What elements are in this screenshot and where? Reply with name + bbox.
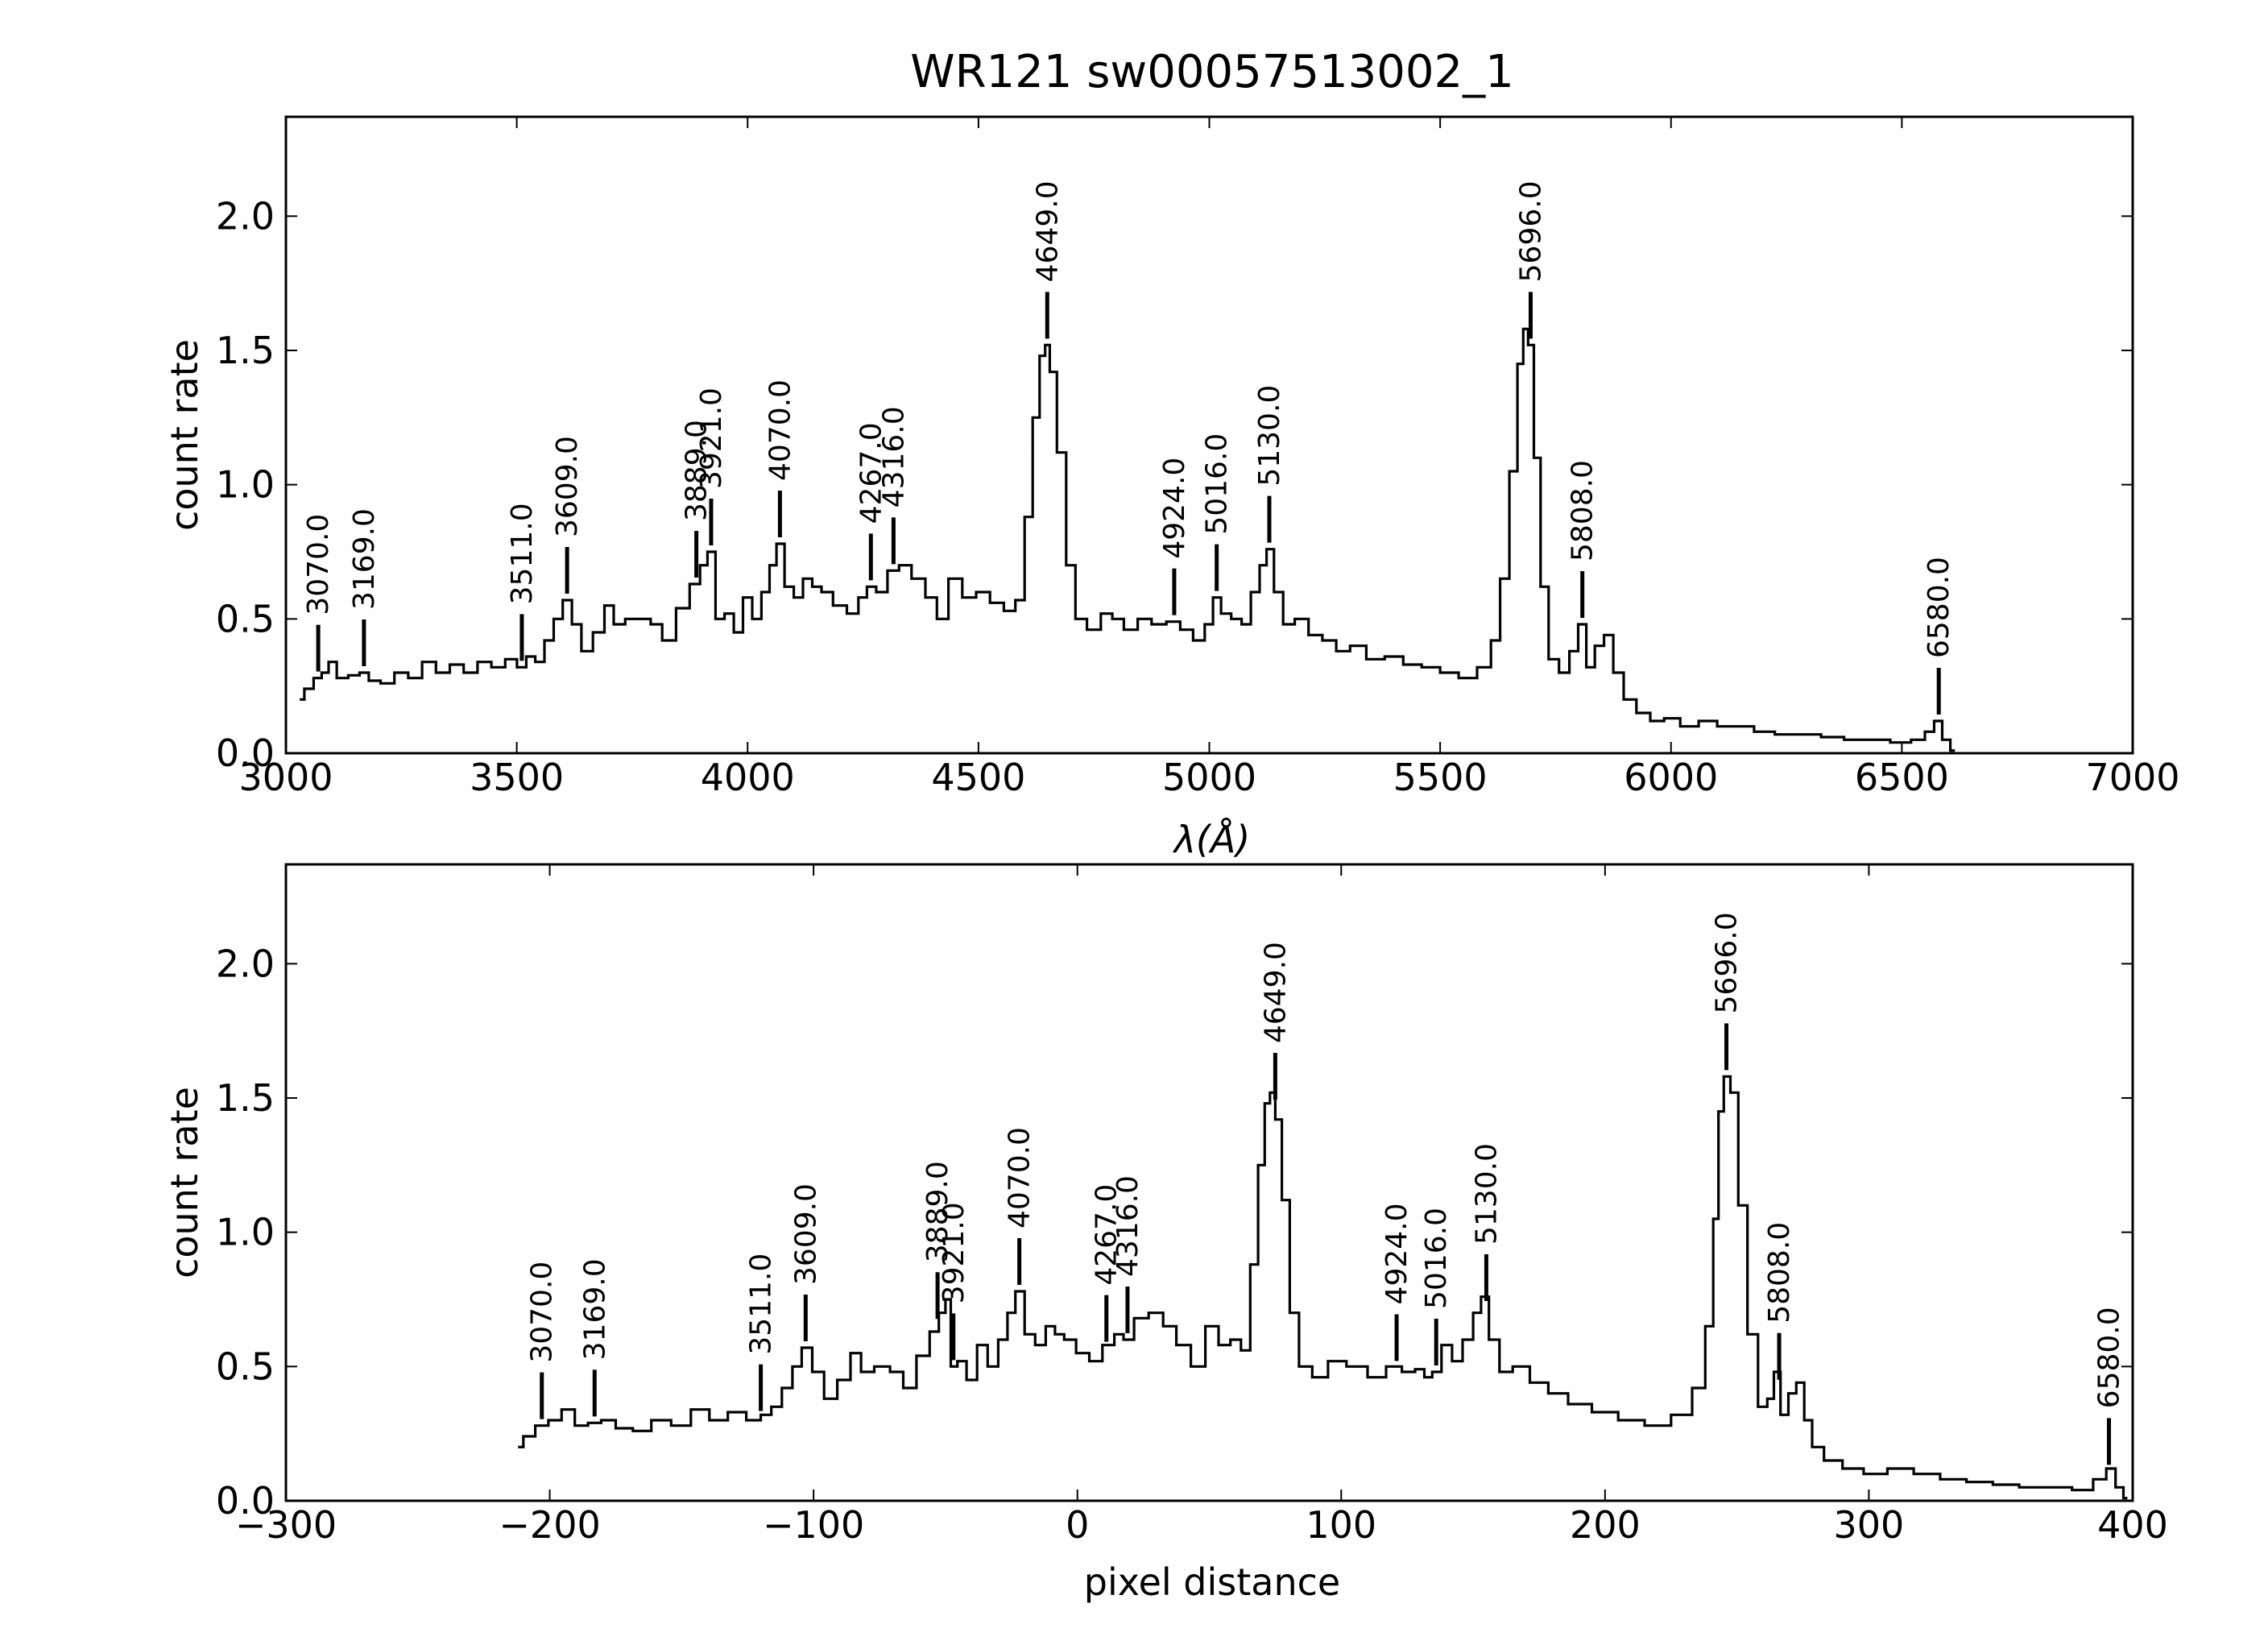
y-tick-label: 0.5 — [216, 597, 275, 640]
y-axis-label: count rate — [163, 1087, 206, 1278]
x-tick-label: 100 — [1306, 1503, 1376, 1547]
x-tick-label: 3000 — [238, 756, 333, 799]
x-tick-label: 3500 — [470, 756, 564, 799]
y-tick-label: 0.0 — [216, 731, 275, 775]
line-marker-label: 3889.0 — [921, 1161, 954, 1262]
x-axis-label: λ(Å) — [1172, 818, 1251, 861]
x-tick-label: 4000 — [701, 756, 795, 799]
x-axis-label: pixel distance — [1084, 1560, 1340, 1604]
x-tick-label: 0 — [1066, 1503, 1089, 1547]
y-tick-label: 1.5 — [216, 329, 275, 372]
x-tick-label: −300 — [235, 1503, 337, 1547]
line-marker-label: 4070.0 — [764, 379, 797, 481]
line-marker-label: 3609.0 — [551, 436, 584, 537]
line-marker-label: 4316.0 — [877, 406, 910, 508]
line-marker-label: 3921.0 — [695, 387, 728, 489]
line-marker-label: 3889.0 — [681, 420, 714, 521]
line-marker-label: 4267.0 — [1091, 1184, 1124, 1286]
line-marker-label: 6580.0 — [2093, 1307, 2126, 1408]
line-marker-label: 3070.0 — [302, 514, 335, 615]
pixel-distance-panel: −300 −200 −100 0 100 200 300 400 0.0 0.5 1.0 1.5 2.0… — [163, 863, 2168, 1604]
spectrum-series-line — [300, 327, 1956, 752]
line-marker-label: 5130.0 — [1253, 385, 1286, 487]
x-tick-label: 5000 — [1162, 756, 1256, 799]
line-marker-label: 3169.0 — [348, 508, 381, 610]
x-tick-label: 6000 — [1624, 756, 1718, 799]
line-marker-label: 3070.0 — [526, 1262, 559, 1363]
line-marker-label: 4649.0 — [1031, 180, 1064, 282]
x-tick-label: 5500 — [1393, 756, 1488, 799]
line-marker-label: 4267.0 — [855, 422, 888, 524]
line-marker-label: 5696.0 — [1711, 912, 1744, 1013]
line-marker-label: 4649.0 — [1259, 942, 1292, 1043]
x-tick-label: −100 — [763, 1503, 864, 1547]
y-tick-label: 2.0 — [216, 194, 275, 238]
x-tick-label: 400 — [2097, 1503, 2168, 1547]
figure-title: WR121 sw00057513002_1 — [910, 46, 1514, 98]
y-tick-label: 1.5 — [216, 1076, 275, 1120]
y-tick-label: 2.0 — [216, 942, 275, 985]
wavelength-panel: 3000 3500 4000 4500 5000 5500 6000 6500 7000 0.0 0… — [163, 115, 2180, 861]
line-marker-label: 4924.0 — [1380, 1203, 1413, 1304]
spectrum-series-line — [518, 1075, 2128, 1500]
x-tick-label: 4500 — [931, 756, 1025, 799]
line-marker-label: 6580.0 — [1922, 557, 1956, 658]
y-tick-label: 0.0 — [216, 1479, 275, 1523]
line-marker-label: 3921.0 — [937, 1202, 971, 1303]
y-axis-label: count rate — [163, 339, 206, 531]
line-marker-label: 4316.0 — [1111, 1175, 1144, 1277]
x-tick-label: 6500 — [1855, 756, 1949, 799]
line-marker-label: 4924.0 — [1158, 458, 1191, 559]
x-tick-label: −200 — [499, 1503, 600, 1547]
line-marker-label: 5808.0 — [1763, 1222, 1796, 1324]
line-marker-label: 5696.0 — [1514, 180, 1547, 282]
x-tick-label: 7000 — [2085, 756, 2179, 799]
line-marker-label: 3169.0 — [578, 1258, 611, 1360]
x-tick-label: 300 — [1834, 1503, 1905, 1547]
y-tick-label: 1.0 — [216, 463, 275, 507]
line-marker-label: 5130.0 — [1470, 1143, 1503, 1245]
line-marker-label: 3511.0 — [506, 503, 539, 604]
line-marker-label: 3511.0 — [745, 1253, 778, 1355]
line-marker-label: 4070.0 — [1004, 1127, 1037, 1228]
y-tick-label: 0.5 — [216, 1344, 275, 1388]
x-tick-label: 200 — [1570, 1503, 1641, 1547]
line-marker-label: 5808.0 — [1566, 460, 1600, 561]
line-marker-label: 5016.0 — [1201, 433, 1234, 535]
line-marker-label: 3609.0 — [789, 1183, 822, 1285]
line-marker-label: 5016.0 — [1420, 1208, 1453, 1309]
axes-frame — [284, 863, 2134, 1502]
y-tick-label: 1.0 — [216, 1211, 275, 1254]
